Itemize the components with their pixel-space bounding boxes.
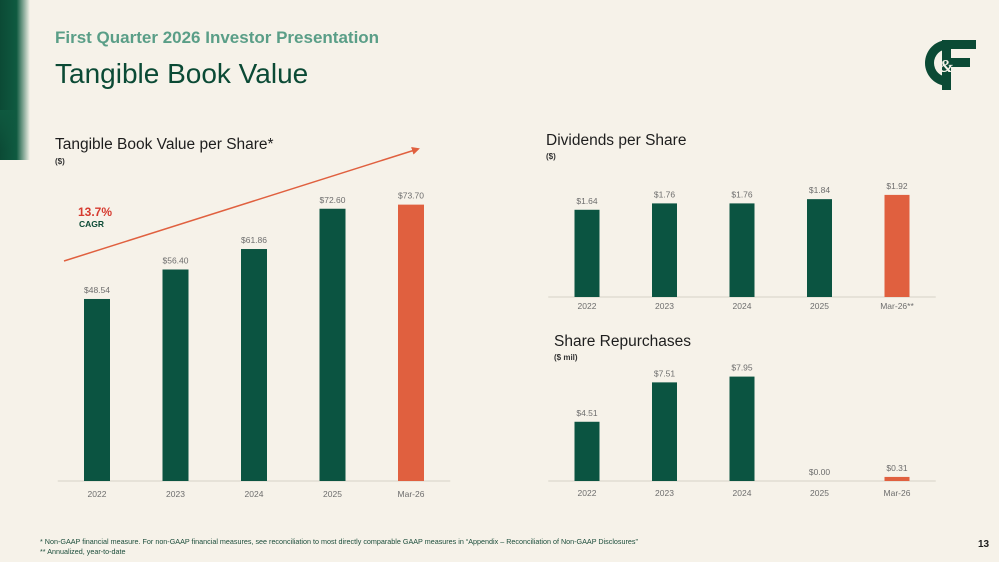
cagr-trend-arrow [63, 146, 420, 262]
page-number: 13 [978, 539, 990, 550]
dividends-value-label: $1.76 [731, 189, 753, 199]
tbv-value-label: $72.60 [320, 195, 346, 205]
tbv-chart-unit: ($) [55, 157, 65, 166]
repurchases-value-label: $7.51 [654, 368, 676, 378]
repurchases-bar-2023 [652, 382, 677, 481]
page-title: Tangible Book Value [55, 58, 309, 89]
footnote-annualized: ** Annualized, year-to-date [40, 547, 126, 556]
tbv-bar-Mar-26 [398, 204, 424, 481]
svg-text:&: & [939, 56, 953, 76]
repurchases-category-label: 2025 [810, 488, 829, 498]
decorative-brush-drip [0, 110, 16, 150]
tbv-category-label: 2022 [88, 489, 107, 499]
repurchases-bar-2024 [729, 376, 755, 481]
cagr-label: CAGR [79, 219, 105, 229]
dividends-value-label: $1.64 [576, 196, 598, 206]
dividends-bar-2023 [652, 203, 677, 297]
repurchases-category-label: 2024 [733, 488, 752, 498]
tbv-bar-2023 [162, 269, 189, 481]
repurchases-chart-title: Share Repurchases [554, 333, 691, 350]
tbv-value-label: $73.70 [398, 191, 424, 201]
dividends-category-label: 2022 [578, 301, 597, 311]
repurchases-value-label: $4.51 [576, 408, 598, 418]
dividends-bar-2022 [574, 209, 600, 297]
dividends-bar-Mar-26** [884, 194, 910, 297]
tbv-bar-2022 [84, 298, 110, 481]
repurchases-value-label: $0.00 [809, 467, 831, 477]
repurchases-bar-2022 [574, 421, 600, 481]
tbv-category-label: Mar-26 [398, 489, 425, 499]
repurchases-bar-Mar-26 [884, 476, 910, 481]
presentation-subtitle: First Quarter 2026 Investor Presentation [55, 28, 380, 47]
dividends-bar-2025 [807, 199, 832, 297]
repurchases-value-label: $7.95 [731, 363, 753, 373]
tbv-category-label: 2024 [245, 489, 264, 499]
dividends-chart-title: Dividends per Share [546, 132, 687, 149]
dividends-chart-unit: ($) [546, 152, 556, 161]
repurchases-category-label: 2023 [655, 488, 674, 498]
dividends-category-label: Mar-26** [880, 301, 914, 311]
dividends-category-label: 2024 [733, 301, 752, 311]
tbv-value-label: $48.54 [84, 285, 110, 295]
tbv-category-label: 2025 [323, 489, 342, 499]
tbv-bar-2025 [319, 208, 346, 481]
dividends-value-label: $1.76 [654, 189, 676, 199]
repurchases-category-label: 2022 [578, 488, 597, 498]
cagr-value: 13.7% [78, 205, 113, 219]
tbv-value-label: $61.86 [241, 235, 267, 245]
tbv-category-label: 2023 [166, 489, 185, 499]
footnote-non-gaap: * Non-GAAP financial measure. For non-GA… [40, 537, 638, 546]
dividends-bar-2024 [729, 203, 755, 297]
repurchases-category-label: Mar-26 [884, 488, 911, 498]
repurchases-chart-unit: ($ mil) [554, 353, 578, 362]
tbv-bar-2024 [241, 249, 267, 481]
tbv-value-label: $56.40 [163, 256, 189, 266]
dividends-value-label: $1.84 [809, 185, 831, 195]
dividends-category-label: 2025 [810, 301, 829, 311]
dividends-category-label: 2023 [655, 301, 674, 311]
company-logo: & [925, 40, 976, 90]
repurchases-value-label: $0.31 [886, 463, 908, 473]
dividends-value-label: $1.92 [886, 181, 908, 191]
tbv-chart-title: Tangible Book Value per Share* [55, 136, 274, 153]
